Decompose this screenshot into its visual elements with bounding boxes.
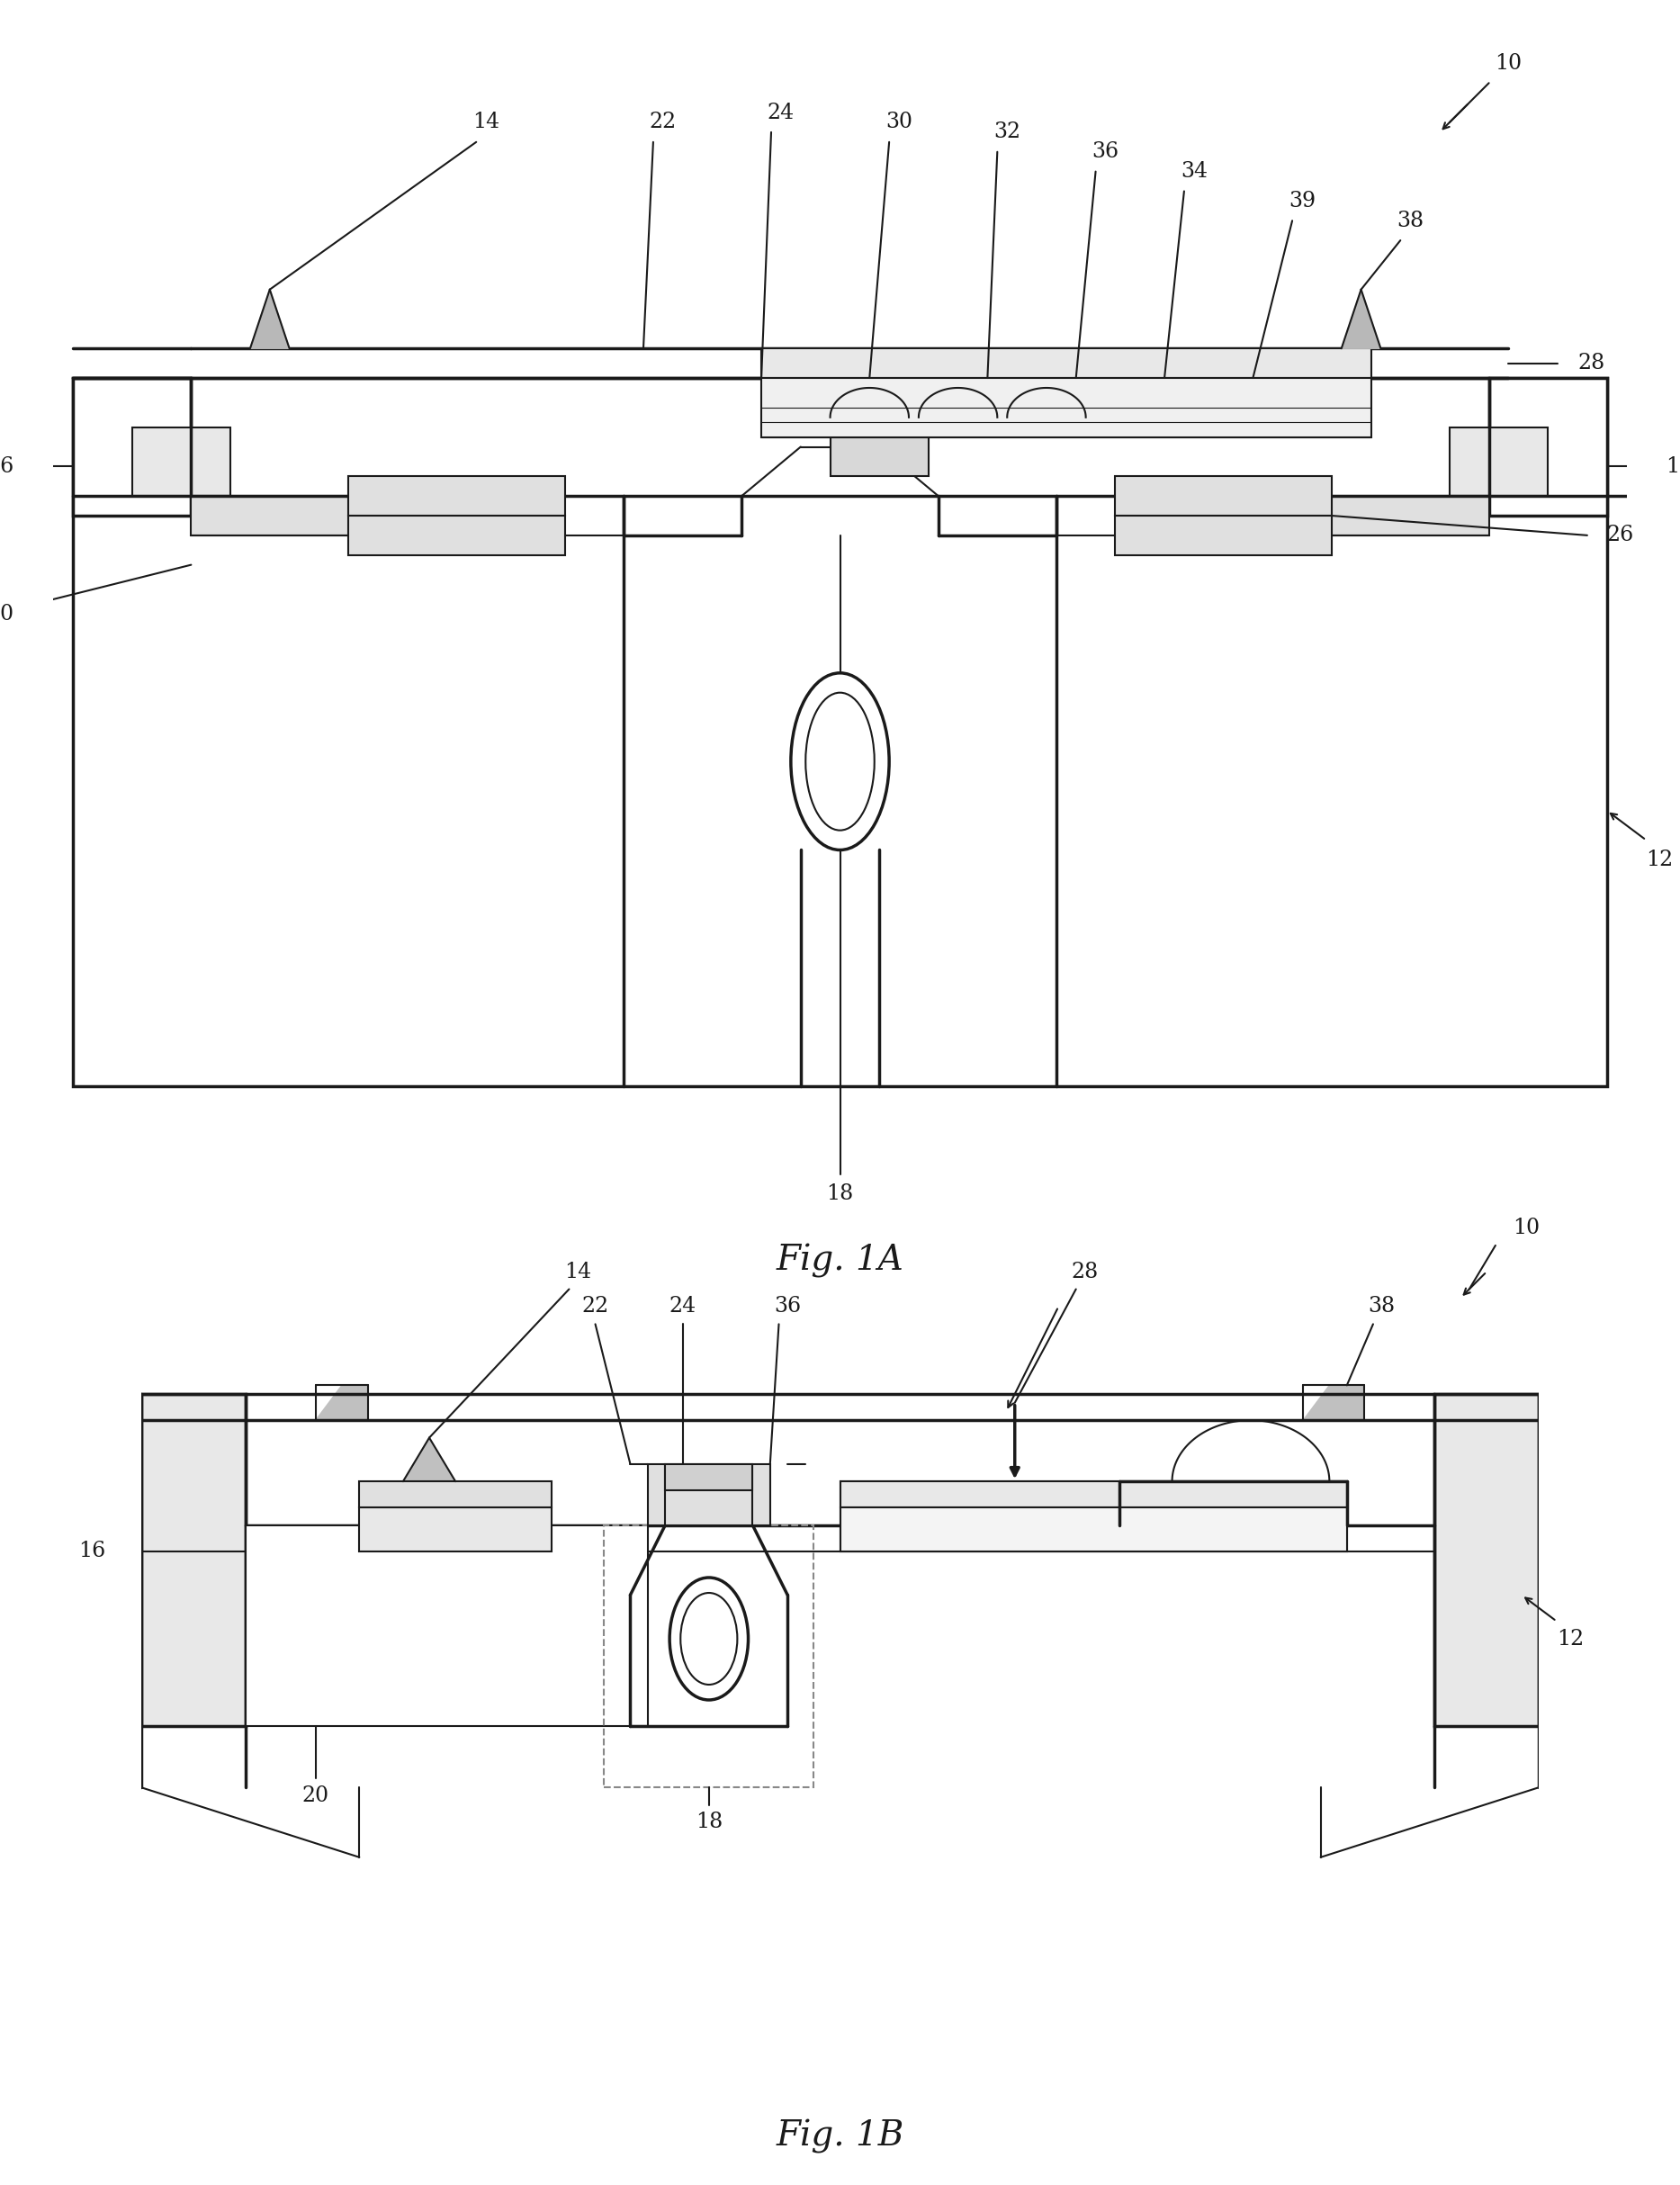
Bar [1450,428,1547,496]
Bar [133,428,230,496]
Text: 28: 28 [1578,354,1604,374]
Text: 28: 28 [1072,1261,1099,1283]
Bar [1488,378,1606,516]
Text: 36: 36 [774,1296,801,1318]
Bar [192,496,368,535]
Text: 24: 24 [669,1296,696,1318]
Text: 18: 18 [827,1184,853,1204]
Bar [348,476,564,516]
Bar [74,378,192,516]
Bar [761,378,1371,437]
Bar [1116,476,1332,516]
Text: 38: 38 [1368,1296,1396,1318]
Text: 39: 39 [1289,190,1315,212]
Polygon shape [1304,1385,1364,1420]
Text: 14: 14 [472,111,499,133]
Text: 16: 16 [1667,457,1680,476]
Text: 14: 14 [564,1261,591,1283]
Bar [245,1525,648,1726]
Bar [840,1481,1347,1551]
Text: Fig. 1A: Fig. 1A [776,1243,904,1278]
Bar [605,1525,813,1787]
Bar [761,347,1371,378]
Text: 22: 22 [581,1296,608,1318]
Text: 26: 26 [1606,524,1635,546]
Bar [665,1464,753,1490]
Text: 38: 38 [1396,210,1423,232]
Polygon shape [250,288,289,347]
Bar [840,1481,1347,1508]
Polygon shape [1341,288,1381,347]
Text: 10: 10 [1514,1217,1541,1239]
Bar [360,1481,551,1508]
Text: 22: 22 [650,111,677,133]
Text: 16: 16 [0,457,13,476]
Bar [1435,1394,1539,1726]
Text: 18: 18 [696,1811,722,1833]
Polygon shape [316,1385,368,1420]
Text: 16: 16 [79,1540,106,1562]
Bar [1312,496,1488,535]
Bar [74,378,1606,1086]
Text: Fig. 1B: Fig. 1B [776,2119,904,2154]
Text: 34: 34 [1181,162,1208,181]
Polygon shape [403,1438,455,1481]
Text: 20: 20 [0,603,13,625]
Text: 24: 24 [768,103,795,122]
Text: 32: 32 [993,122,1021,142]
Text: 36: 36 [1092,142,1119,162]
Bar [648,1464,769,1525]
Text: 30: 30 [885,111,912,133]
Bar [348,516,564,555]
Bar [830,417,929,476]
Text: 12: 12 [1557,1628,1584,1650]
Text: 20: 20 [302,1785,329,1807]
Bar [840,1508,1347,1551]
Bar [360,1508,551,1551]
Text: 10: 10 [1495,52,1522,74]
Text: 12: 12 [1646,850,1673,870]
Bar [141,1394,245,1726]
Bar [1116,516,1332,555]
